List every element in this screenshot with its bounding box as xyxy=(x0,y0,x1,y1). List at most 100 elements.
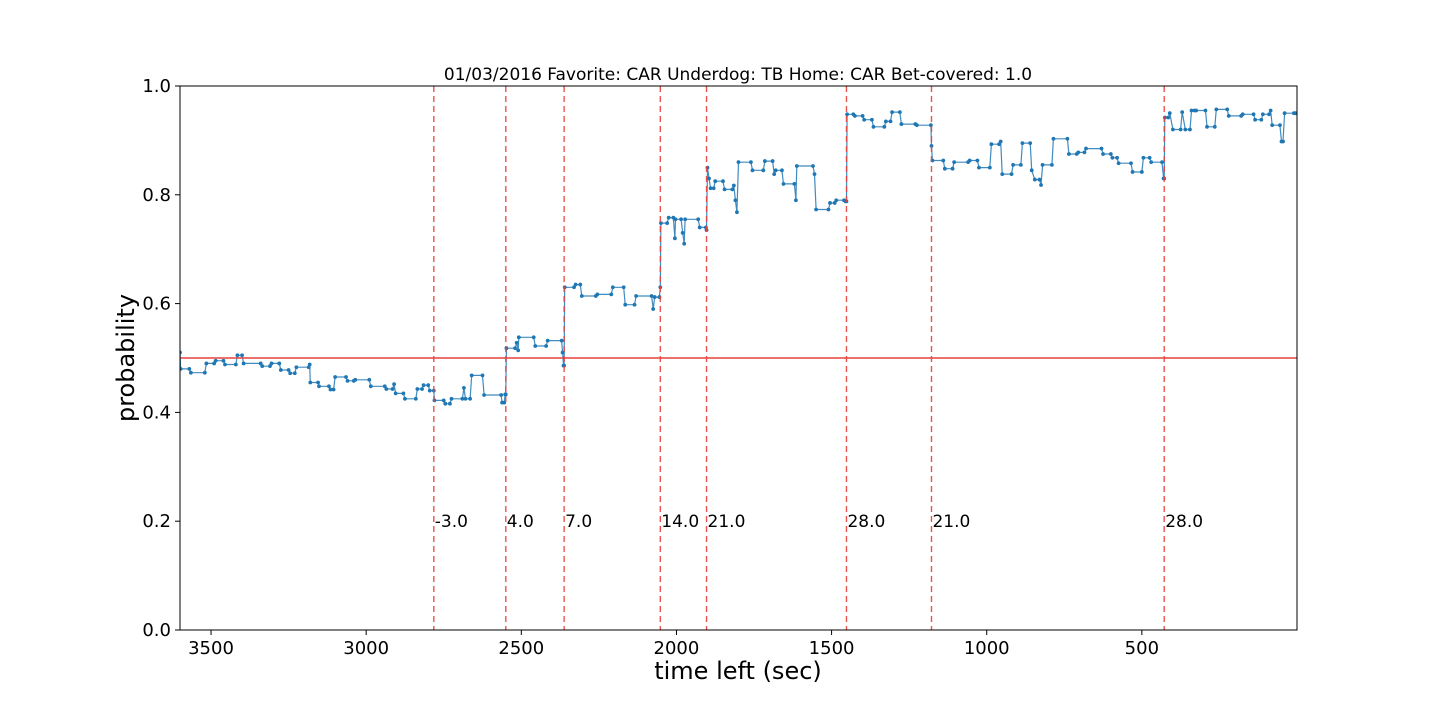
score-marker-label: 28.0 xyxy=(1165,512,1203,532)
data-point xyxy=(333,375,338,379)
data-point xyxy=(426,383,431,388)
data-point xyxy=(202,370,207,375)
data-point xyxy=(870,117,874,122)
data-point xyxy=(987,165,992,170)
data-point xyxy=(1205,124,1209,129)
data-point xyxy=(1180,110,1185,115)
data-point xyxy=(609,292,614,297)
data-point xyxy=(469,373,474,378)
data-point xyxy=(1270,123,1275,128)
data-point xyxy=(634,294,639,298)
data-point xyxy=(1203,108,1208,113)
data-point xyxy=(897,110,902,115)
data-point xyxy=(384,387,389,391)
data-point xyxy=(1051,136,1056,141)
data-point xyxy=(610,285,615,290)
data-point xyxy=(998,139,1003,144)
data-point xyxy=(427,388,432,393)
data-point xyxy=(188,370,193,375)
data-point xyxy=(221,358,226,363)
data-point xyxy=(1116,161,1121,166)
data-point xyxy=(277,361,282,366)
data-point xyxy=(1115,155,1119,160)
data-point xyxy=(733,198,738,203)
score-marker-label: 28.0 xyxy=(847,512,885,532)
data-point xyxy=(1212,124,1217,129)
data-point xyxy=(367,377,372,382)
data-point xyxy=(327,384,331,389)
data-point xyxy=(392,382,396,387)
data-point xyxy=(950,166,955,171)
data-point xyxy=(462,386,466,390)
data-point xyxy=(235,353,240,358)
data-point xyxy=(1267,112,1271,117)
data-point xyxy=(1194,108,1199,113)
x-tick-label: 1000 xyxy=(964,638,1010,659)
data-point xyxy=(1147,155,1152,160)
x-tick-label: 3000 xyxy=(343,638,389,659)
data-point xyxy=(989,142,994,147)
y-tick-label: 0.6 xyxy=(142,294,171,315)
data-point xyxy=(353,377,358,382)
data-point xyxy=(559,338,564,343)
data-point xyxy=(750,168,755,173)
data-point xyxy=(722,187,727,192)
data-point xyxy=(649,294,654,298)
data-point xyxy=(1259,117,1264,122)
data-point xyxy=(390,387,395,391)
data-point xyxy=(1278,123,1282,128)
data-point xyxy=(1101,152,1105,156)
data-point xyxy=(1268,108,1273,113)
data-point xyxy=(345,378,350,383)
data-point xyxy=(187,366,192,371)
data-point xyxy=(308,380,313,385)
data-point xyxy=(260,364,265,369)
data-point xyxy=(420,387,424,391)
data-point xyxy=(482,393,486,397)
y-tick-label: 0.2 xyxy=(142,511,171,532)
x-tick-label: 2000 xyxy=(654,638,700,659)
chart-title: 01/03/2016 Favorite: CAR Underdog: TB Ho… xyxy=(444,65,1032,85)
data-point xyxy=(683,217,688,222)
data-point xyxy=(673,217,678,222)
score-marker-label: -3.0 xyxy=(435,512,468,532)
data-point xyxy=(845,112,849,117)
data-point xyxy=(1178,127,1183,132)
data-point xyxy=(890,110,894,115)
data-point xyxy=(460,396,465,401)
data-point xyxy=(1183,127,1188,132)
data-point xyxy=(1189,108,1194,113)
data-point xyxy=(368,384,373,389)
data-point xyxy=(415,387,420,391)
data-point xyxy=(621,285,626,290)
data-point xyxy=(852,114,857,118)
data-point xyxy=(708,186,713,191)
data-point xyxy=(1020,141,1025,146)
data-point xyxy=(1049,162,1054,167)
data-point xyxy=(977,165,981,170)
data-point xyxy=(1160,160,1164,165)
data-point xyxy=(713,179,718,184)
y-tick-label: 1.0 xyxy=(142,76,171,97)
data-point xyxy=(213,358,218,363)
data-point xyxy=(1253,117,1258,122)
data-point xyxy=(1029,168,1034,173)
data-point xyxy=(545,338,550,343)
data-point xyxy=(762,159,767,163)
data-point xyxy=(393,391,398,396)
data-point xyxy=(682,241,687,246)
data-point xyxy=(780,168,784,173)
data-point xyxy=(794,198,798,203)
x-tick-label: 3500 xyxy=(188,638,234,659)
data-point xyxy=(941,158,946,163)
data-point xyxy=(499,393,504,397)
data-point xyxy=(826,207,831,212)
data-point xyxy=(233,362,238,367)
data-point xyxy=(463,396,468,401)
data-point xyxy=(929,143,934,148)
x-tick-label: 500 xyxy=(1125,638,1159,659)
data-point xyxy=(735,210,739,215)
data-point xyxy=(731,183,736,188)
data-point xyxy=(883,119,888,124)
